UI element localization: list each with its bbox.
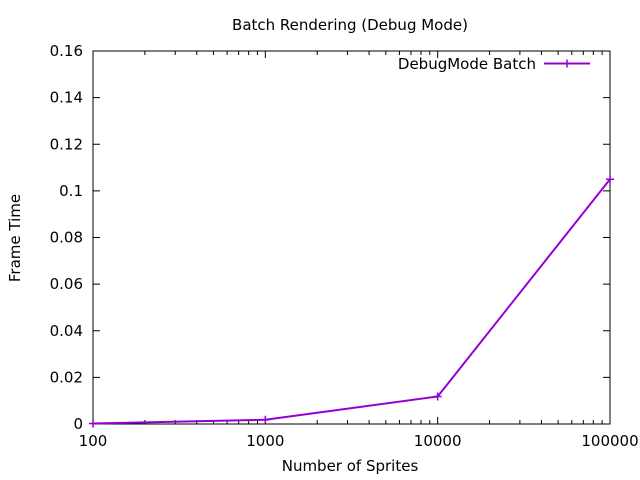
x-tick-label: 100 (79, 432, 108, 450)
y-axis-label: Frame Time (6, 194, 24, 282)
series-line (92, 178, 611, 425)
y-tick-label: 0.06 (50, 275, 83, 293)
data-point (89, 419, 97, 428)
y-tick-label: 0.04 (50, 322, 83, 340)
x-tick-label: 100000 (581, 432, 638, 450)
x-axis: 100 1000 10000 100000 (79, 51, 639, 450)
data-point (433, 392, 442, 401)
x-tick-label: 1000 (246, 432, 284, 450)
y-tick-label: 0.08 (50, 229, 83, 247)
y-tick-label: 0.14 (50, 89, 83, 107)
plot-frame (92, 50, 611, 425)
y-tick-label: 0 (73, 415, 83, 433)
y-tick-label: 0.02 (50, 368, 83, 386)
legend-label: DebugMode Batch (398, 55, 536, 73)
y-axis: 0 0.02 0.04 0.06 0.08 0.1 0.12 0.14 0.16 (50, 42, 610, 433)
x-tick-label: 10000 (414, 432, 462, 450)
y-tick-label: 0.12 (50, 135, 83, 153)
data-point (261, 415, 270, 424)
y-tick-label: 0.1 (59, 182, 83, 200)
legend: DebugMode Batch (398, 55, 590, 73)
chart-title: Batch Rendering (Debug Mode) (232, 16, 468, 34)
legend-marker (563, 59, 571, 68)
x-axis-label: Number of Sprites (282, 457, 419, 475)
y-tick-label: 0.16 (50, 42, 83, 60)
data-point (606, 175, 614, 184)
series-layer (89, 175, 614, 428)
